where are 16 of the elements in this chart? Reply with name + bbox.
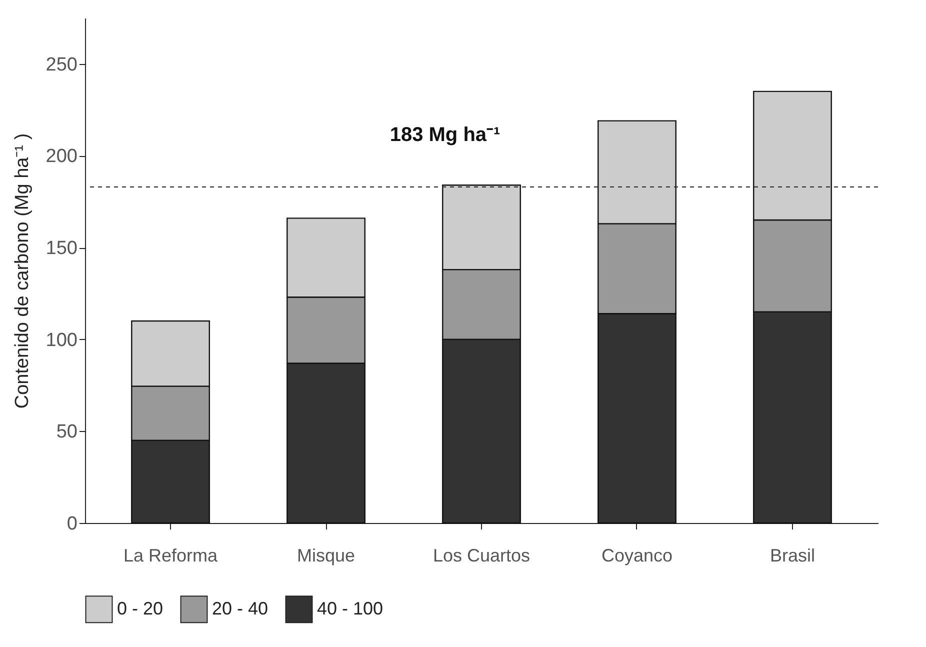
y-tick-label: 50 bbox=[56, 422, 78, 443]
legend-label: 40 - 100 bbox=[317, 598, 384, 618]
x-tick-label: Los Cuartos bbox=[432, 546, 530, 566]
y-tick-label: 150 bbox=[46, 238, 78, 260]
ref-line-label: 183 Mg ha⁻¹ bbox=[390, 124, 501, 146]
x-tick-label: Misque bbox=[296, 546, 356, 566]
y-tick-label: 250 bbox=[46, 54, 78, 76]
y-tick-label: 200 bbox=[46, 146, 78, 168]
legend-label: 20 - 40 bbox=[212, 598, 268, 618]
x-tick-label: Brasil bbox=[770, 546, 815, 566]
x-tick-label: Coyanco bbox=[601, 546, 673, 566]
y-tick-label: 100 bbox=[46, 330, 78, 351]
y-tick-label: 0 bbox=[66, 514, 78, 534]
y-axis-title: Contenido de carbono (Mg ha⁻¹ ) bbox=[12, 133, 33, 409]
legend-label: 0 - 20 bbox=[117, 598, 164, 618]
x-tick-label: La Reforma bbox=[123, 546, 219, 566]
